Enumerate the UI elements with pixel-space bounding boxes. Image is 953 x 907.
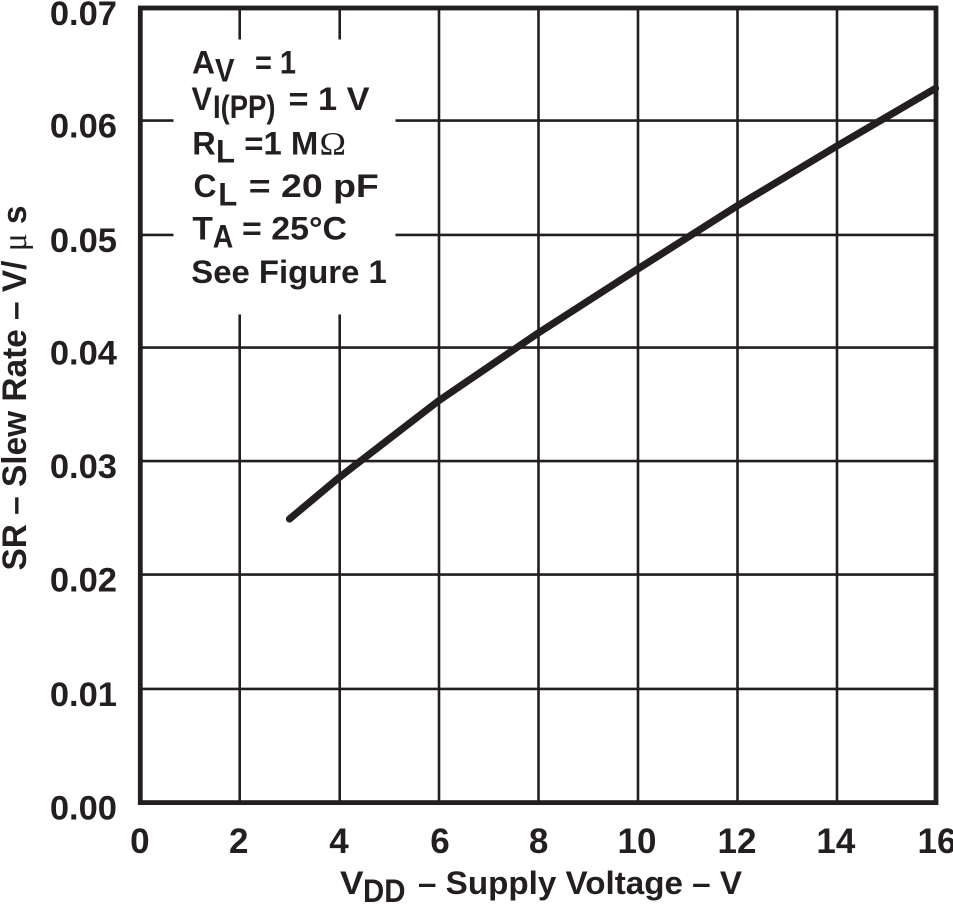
svg-text:= 20 pF: = 20 pF (249, 168, 379, 204)
svg-text:0.01: 0.01 (50, 676, 117, 714)
svg-text:Ω: Ω (320, 127, 347, 163)
svg-text:4: 4 (329, 822, 349, 861)
svg-text:R: R (192, 126, 216, 162)
svg-text:A: A (213, 219, 234, 255)
svg-text:0.03: 0.03 (50, 448, 117, 486)
svg-text:=1 M: =1 M (244, 126, 318, 162)
svg-text:0.00: 0.00 (50, 790, 117, 828)
svg-text:0.04: 0.04 (50, 335, 117, 373)
svg-text:= 25°C: = 25°C (242, 211, 347, 247)
svg-text:– Supply Voltage – V: – Supply Voltage – V (418, 865, 743, 901)
svg-text:SR – Slew Rate – V/ μ s: SR – Slew Rate – V/ μ s (0, 205, 34, 570)
svg-text:16: 16 (918, 822, 953, 861)
svg-text:0.06: 0.06 (50, 108, 117, 146)
svg-text:8: 8 (529, 822, 548, 861)
svg-text:V: V (340, 865, 364, 901)
svg-text:See Figure 1: See Figure 1 (191, 254, 387, 290)
svg-text:I(PP): I(PP) (213, 89, 276, 125)
svg-text:A: A (192, 45, 215, 81)
svg-text:V: V (215, 53, 235, 89)
svg-text:10: 10 (618, 822, 657, 861)
svg-text:0.05: 0.05 (50, 222, 117, 260)
svg-text:= 1: = 1 (255, 45, 296, 81)
svg-text:L: L (218, 176, 237, 212)
svg-text:T: T (192, 211, 213, 247)
svg-text:L: L (216, 134, 235, 170)
svg-text:0.02: 0.02 (50, 562, 117, 600)
svg-text:0: 0 (130, 822, 149, 861)
svg-text:2: 2 (229, 822, 248, 861)
svg-text:DD: DD (363, 873, 406, 907)
svg-text:14: 14 (816, 822, 855, 861)
svg-text:C: C (194, 168, 217, 204)
svg-text:6: 6 (430, 822, 449, 861)
svg-text:12: 12 (718, 822, 757, 861)
svg-text:= 1 V: = 1 V (289, 81, 371, 117)
svg-text:V: V (192, 81, 213, 117)
svg-text:0.07: 0.07 (50, 0, 117, 33)
